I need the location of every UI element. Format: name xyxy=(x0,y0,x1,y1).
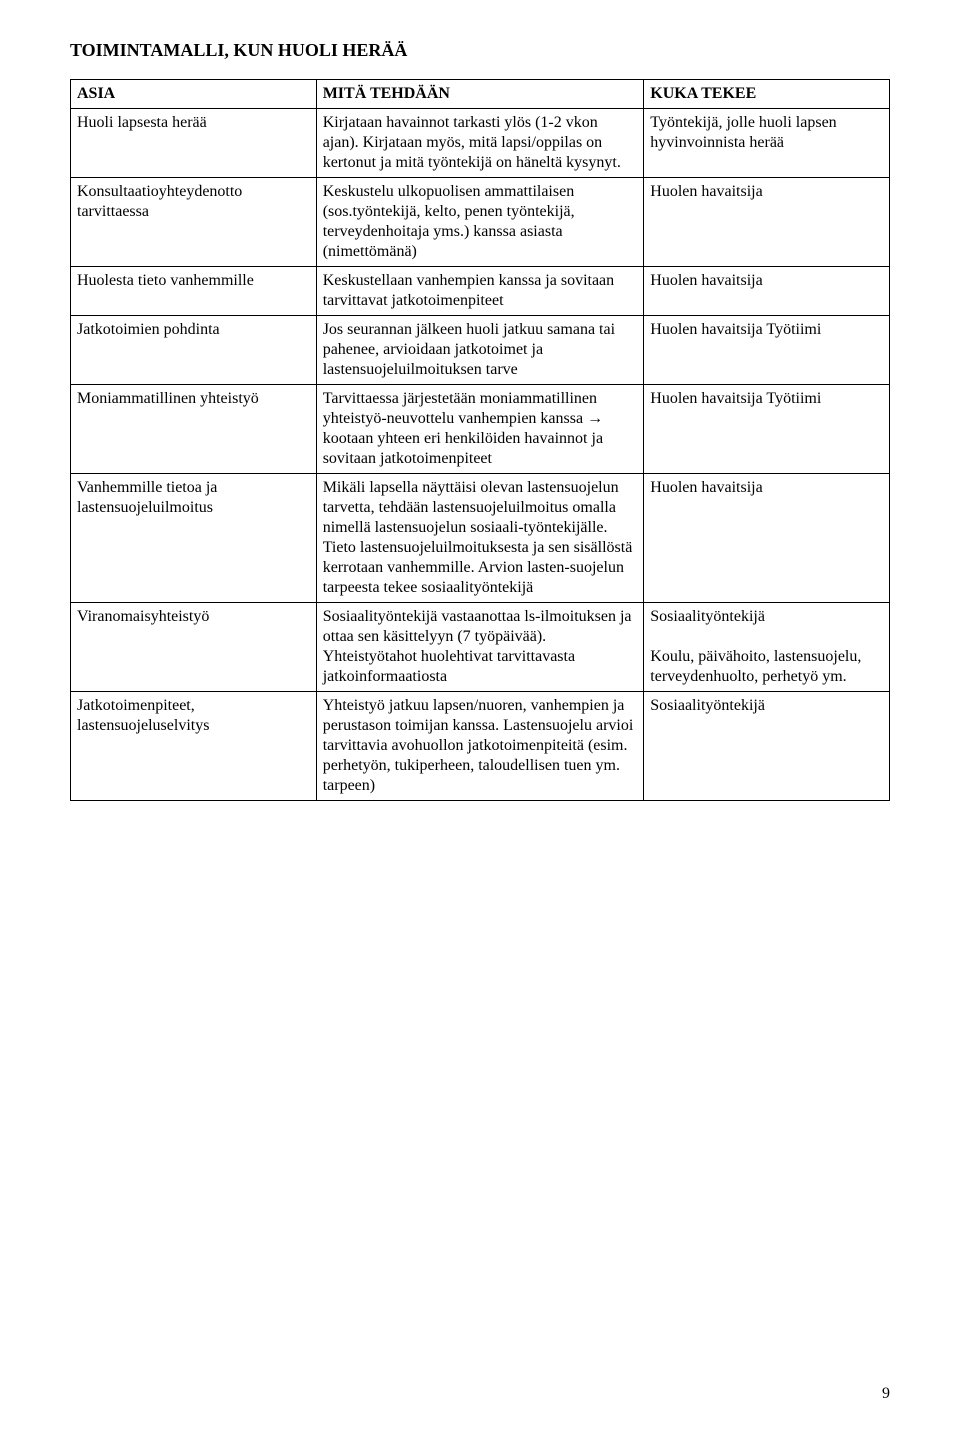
cell-mita: Kirjataan havainnot tarkasti ylös (1-2 v… xyxy=(316,109,644,178)
col-header-asia: ASIA xyxy=(71,80,317,109)
cell-mita: Tarvittaessa järjestetään moniammatillin… xyxy=(316,385,644,474)
table-row: Viranomaisyhteistyö Sosiaalityöntekijä v… xyxy=(71,603,890,692)
cell-mita: Keskustelu ulkopuolisen ammattilaisen (s… xyxy=(316,178,644,267)
cell-kuka: Huolen havaitsija Työtiimi xyxy=(644,316,890,385)
page-title: TOIMINTAMALLI, KUN HUOLI HERÄÄ xyxy=(70,40,890,61)
table-row: Huolesta tieto vanhemmille Keskustellaan… xyxy=(71,267,890,316)
cell-asia: Huolesta tieto vanhemmille xyxy=(71,267,317,316)
cell-mita: Keskustellaan vanhempien kanssa ja sovit… xyxy=(316,267,644,316)
table-row: Jatkotoimenpiteet, lastensuojeluselvitys… xyxy=(71,692,890,801)
cell-asia: Vanhemmille tietoa ja lastensuojeluilmoi… xyxy=(71,474,317,603)
table-row: Vanhemmille tietoa ja lastensuojeluilmoi… xyxy=(71,474,890,603)
table-row: Huoli lapsesta herää Kirjataan havainnot… xyxy=(71,109,890,178)
col-header-kuka: KUKA TEKEE xyxy=(644,80,890,109)
cell-kuka: Työntekijä, jolle huoli lapsen hyvinvoin… xyxy=(644,109,890,178)
cell-kuka: Huolen havaitsija Työtiimi xyxy=(644,385,890,474)
page-number: 9 xyxy=(882,1385,890,1403)
table-row: Konsultaatioyhteydenotto tarvittaessa Ke… xyxy=(71,178,890,267)
cell-mita: Mikäli lapsella näyttäisi olevan lastens… xyxy=(316,474,644,603)
cell-asia: Konsultaatioyhteydenotto tarvittaessa xyxy=(71,178,317,267)
cell-asia: Huoli lapsesta herää xyxy=(71,109,317,178)
cell-kuka: Huolen havaitsija xyxy=(644,474,890,603)
procedure-table: ASIA MITÄ TEHDÄÄN KUKA TEKEE Huoli lapse… xyxy=(70,79,890,801)
cell-asia: Viranomaisyhteistyö xyxy=(71,603,317,692)
cell-asia: Jatkotoimien pohdinta xyxy=(71,316,317,385)
table-row: Moniammatillinen yhteistyö Tarvittaessa … xyxy=(71,385,890,474)
page: TOIMINTAMALLI, KUN HUOLI HERÄÄ ASIA MITÄ… xyxy=(0,0,960,1433)
cell-mita: Jos seurannan jälkeen huoli jatkuu saman… xyxy=(316,316,644,385)
table-header-row: ASIA MITÄ TEHDÄÄN KUKA TEKEE xyxy=(71,80,890,109)
cell-kuka: Huolen havaitsija xyxy=(644,267,890,316)
cell-kuka: Sosiaalityöntekijä xyxy=(644,692,890,801)
cell-asia: Moniammatillinen yhteistyö xyxy=(71,385,317,474)
table-row: Jatkotoimien pohdinta Jos seurannan jälk… xyxy=(71,316,890,385)
cell-mita: Sosiaalityöntekijä vastaanottaa ls-ilmoi… xyxy=(316,603,644,692)
cell-kuka: Huolen havaitsija xyxy=(644,178,890,267)
cell-kuka: Sosiaalityöntekijä Koulu, päivähoito, la… xyxy=(644,603,890,692)
col-header-mita: MITÄ TEHDÄÄN xyxy=(316,80,644,109)
cell-asia: Jatkotoimenpiteet, lastensuojeluselvitys xyxy=(71,692,317,801)
cell-mita: Yhteistyö jatkuu lapsen/nuoren, vanhempi… xyxy=(316,692,644,801)
